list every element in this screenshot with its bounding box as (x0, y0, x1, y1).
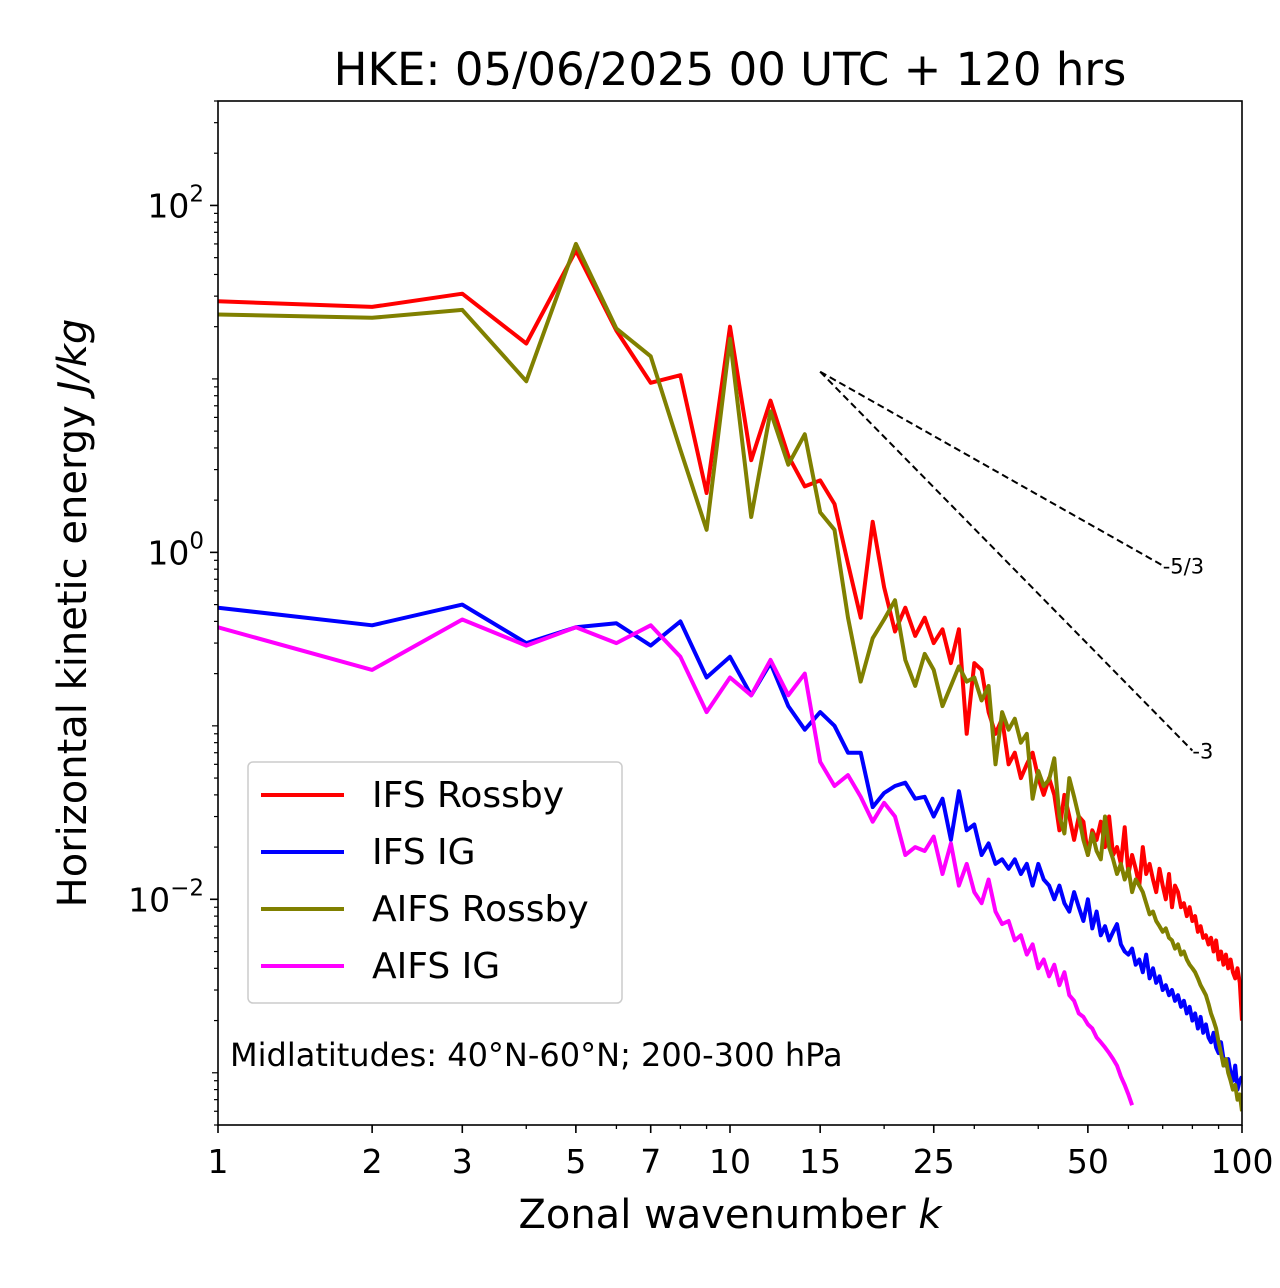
legend: IFS Rossby IFS IG AIFS Rossby AIFS IG (247, 761, 623, 1004)
y-tick-label: 10−2 (128, 875, 204, 919)
x-tick-label: 10 (709, 1142, 751, 1181)
x-axis-label-symbol: k (918, 1192, 943, 1238)
x-tick-label: 5 (565, 1142, 586, 1181)
slope-line-2 (819, 371, 1194, 752)
x-tick-label: 3 (452, 1142, 473, 1181)
y-axis-label-unit: J/kg (50, 319, 96, 400)
x-axis-ticks: 1 2 3 5 7 10 15 25 50 100 (208, 1125, 1274, 1181)
x-tick-label: 15 (799, 1142, 841, 1181)
y-axis-label-text: Horizontal kinetic energy (50, 405, 96, 907)
series-line-2 (218, 602, 1242, 1092)
legend-box (247, 761, 623, 1004)
region-annotation: Midlatitudes: 40°N-60°N; 200-300 hPa (230, 1036, 843, 1074)
x-axis-label-text: Zonal wavenumber (518, 1192, 906, 1238)
series-layer (218, 241, 1242, 1112)
x-tick-label: 7 (640, 1142, 661, 1181)
legend-entries: IFS Rossby IFS IG AIFS Rossby AIFS IG (261, 775, 589, 987)
series-line-3 (218, 241, 1242, 1112)
y-tick-label: 102 (147, 181, 204, 225)
x-tick-label: 100 (1211, 1142, 1274, 1181)
y-axis-ticks: 102 100 10−2 (128, 100, 218, 1126)
legend-label-2: IFS IG (372, 832, 476, 873)
x-tick-label: 1 (208, 1142, 229, 1181)
x-tick-label: 50 (1067, 1142, 1109, 1181)
slope-label-1: -5/3 (1163, 555, 1204, 579)
reference-slopes: -5/3 -3 (819, 370, 1213, 764)
y-tick-label: 100 (147, 528, 204, 572)
series-line-4 (218, 617, 1134, 1106)
x-tick-label: 2 (362, 1142, 383, 1181)
y-axis-label: Horizontal kinetic energy J/kg (50, 319, 96, 908)
chart-title: HKE: 05/06/2025 00 UTC + 120 hrs (334, 43, 1127, 96)
legend-label-3: AIFS Rossby (372, 889, 589, 930)
slope-label-2: -3 (1192, 740, 1213, 764)
legend-label-4: AIFS IG (372, 946, 500, 987)
x-tick-label: 25 (913, 1142, 955, 1181)
legend-label-1: IFS Rossby (372, 775, 564, 816)
x-axis-label: Zonal wavenumber k (518, 1192, 943, 1238)
